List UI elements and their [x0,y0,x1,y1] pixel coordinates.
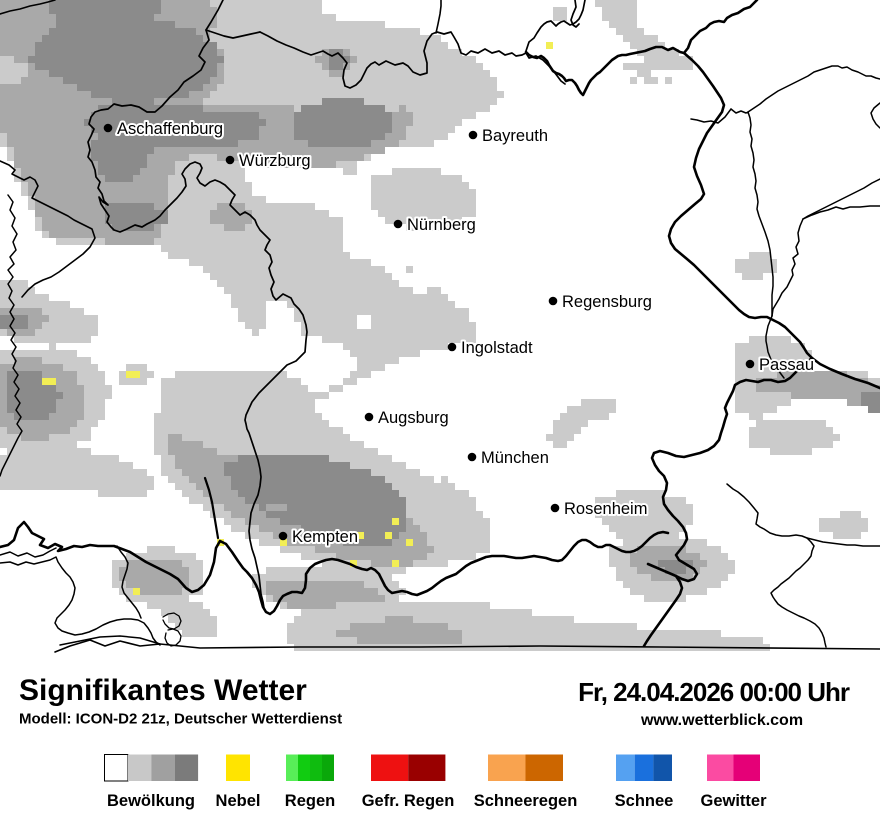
svg-text:Bayreuth: Bayreuth [482,127,548,145]
svg-text:Nebel: Nebel [216,792,261,810]
svg-text:Gewitter: Gewitter [700,792,767,810]
svg-text:Passau: Passau [759,356,814,374]
svg-text:Augsburg: Augsburg [378,409,449,427]
svg-text:Ingolstadt: Ingolstadt [461,339,533,357]
svg-text:Regen: Regen [285,792,335,810]
svg-text:Rosenheim: Rosenheim [564,500,647,518]
svg-text:Fr, 24.04.2026 00:00 Uhr: Fr, 24.04.2026 00:00 Uhr [578,677,850,707]
svg-text:Aschaffenburg: Aschaffenburg [117,120,223,138]
svg-text:Regensburg: Regensburg [562,293,652,311]
svg-text:Signifikantes Wetter: Signifikantes Wetter [19,674,307,707]
svg-text:Modell: ICON-D2 21z, Deutscher: Modell: ICON-D2 21z, Deutscher Wetterdie… [19,711,342,728]
svg-text:Bewölkung: Bewölkung [107,792,195,810]
svg-text:Kempten: Kempten [292,528,358,546]
svg-text:Schnee: Schnee [615,792,674,810]
svg-text:Nürnberg: Nürnberg [407,216,476,234]
svg-text:Schneeregen: Schneeregen [474,792,578,810]
svg-text:Würzburg: Würzburg [239,152,311,170]
svg-text:www.wetterblick.com: www.wetterblick.com [640,712,803,729]
svg-text:München: München [481,449,549,467]
svg-text:Gefr. Regen: Gefr. Regen [362,792,455,810]
